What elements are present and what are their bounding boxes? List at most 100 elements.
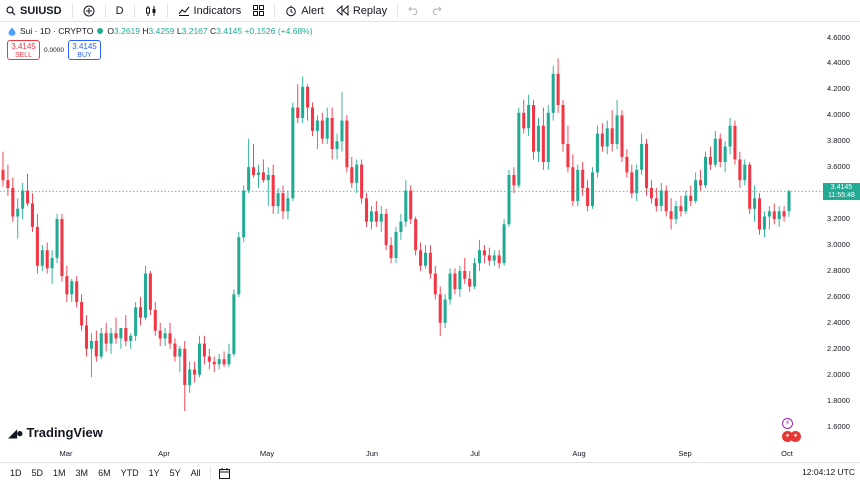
candle-body	[301, 86, 305, 118]
candle-body	[394, 232, 398, 258]
range-button-5y[interactable]: 5Y	[169, 468, 181, 478]
candle	[664, 185, 668, 217]
candle-body	[129, 335, 133, 341]
last-price-label: 3.4145 11:55:48	[823, 183, 860, 201]
time-axis[interactable]: Mar Apr May Jun Jul Aug Sep Oct	[0, 446, 823, 462]
symbol-search[interactable]: SUIUSD	[0, 0, 68, 22]
lightning-event-icon[interactable]: ⚡	[782, 418, 793, 429]
range-button-all[interactable]: All	[190, 468, 201, 478]
candle	[75, 276, 79, 308]
candle	[188, 361, 192, 393]
candle-body	[522, 112, 526, 129]
candle	[84, 315, 89, 357]
candle-body	[99, 333, 103, 357]
candle	[522, 99, 526, 134]
price-tick: 3.6000	[827, 162, 850, 172]
candle-body	[669, 211, 673, 220]
candle-body	[232, 294, 236, 354]
us-flag-event-icon[interactable]: ●	[782, 431, 793, 442]
range-button-1d[interactable]: 1D	[10, 468, 22, 478]
range-button-5d[interactable]: 5D	[31, 468, 44, 478]
alert-button[interactable]: Alert	[279, 0, 330, 22]
candle-body	[242, 190, 246, 238]
candle	[291, 102, 295, 201]
candle-body	[340, 120, 344, 142]
undo-button[interactable]	[402, 0, 425, 22]
candle	[718, 133, 722, 168]
calendar-icon[interactable]	[218, 467, 230, 479]
candle	[148, 270, 152, 316]
candle-body	[640, 143, 644, 170]
candle	[197, 335, 202, 378]
candle	[620, 110, 624, 163]
candle-body	[556, 73, 560, 105]
utc-clock[interactable]: 12:04:12 UTC	[802, 467, 855, 477]
candle	[409, 185, 413, 225]
candle-body	[635, 169, 639, 194]
candle-body	[414, 219, 418, 251]
candle-body	[433, 273, 437, 295]
candle-body	[384, 213, 388, 246]
candle	[748, 162, 752, 214]
price-chart[interactable]	[0, 22, 823, 446]
interval-button[interactable]: D	[110, 0, 130, 22]
candle	[399, 213, 403, 240]
candle	[11, 177, 15, 222]
buy-label: BUY	[77, 52, 92, 59]
candle-body	[75, 281, 79, 303]
candle	[566, 125, 570, 173]
candle-body	[389, 245, 393, 258]
candle-body	[335, 141, 339, 150]
candle-body	[551, 73, 555, 113]
candle	[517, 107, 521, 188]
us-flag-event-icon[interactable]: ●	[790, 431, 801, 442]
price-axis[interactable]: 1.6000 1.8000 2.0000 2.2000 2.4000 2.6000 2.80…	[823, 22, 860, 462]
candle	[684, 190, 688, 214]
candle	[551, 66, 555, 121]
range-button-6m[interactable]: 6M	[98, 468, 111, 478]
candle-body	[148, 273, 152, 310]
range-button-1y[interactable]: 1Y	[148, 468, 160, 478]
candle-body	[738, 159, 742, 181]
compare-symbol-button[interactable]	[77, 0, 101, 22]
candle	[590, 167, 595, 209]
layouts-button[interactable]	[247, 0, 270, 22]
candle	[119, 328, 123, 349]
candle	[630, 164, 634, 199]
range-button-1m[interactable]: 1M	[53, 468, 66, 478]
redo-button[interactable]	[425, 0, 448, 22]
bar-countdown: 11:55:48	[828, 192, 855, 200]
candle-body	[320, 120, 324, 139]
buy-button[interactable]: 3.4145 BUY	[68, 40, 101, 60]
candle-body	[679, 206, 683, 212]
candle-body	[325, 117, 329, 139]
candle	[301, 76, 305, 124]
ohlc-values: O3.2619 H3.4259 L3.2167 C3.4145 +0.1526 …	[107, 26, 313, 36]
candle-body	[772, 211, 776, 220]
candle-body	[315, 120, 319, 131]
range-button-3m[interactable]: 3M	[75, 468, 89, 478]
candle-body	[610, 128, 614, 144]
candle-body	[419, 250, 423, 266]
candle	[532, 99, 536, 160]
candle-body	[104, 333, 108, 344]
candle	[733, 120, 737, 165]
indicators-label: Indicators	[193, 4, 242, 17]
range-button-ytd[interactable]: YTD	[120, 468, 139, 478]
candle	[355, 159, 359, 194]
replay-icon	[336, 5, 349, 16]
candle-body	[26, 190, 30, 204]
candle-body	[21, 190, 25, 209]
sell-button[interactable]: 3.4145 SELL	[7, 40, 40, 60]
redo-icon	[432, 6, 442, 15]
candle-body	[369, 211, 373, 222]
candle	[708, 146, 712, 170]
candle	[94, 330, 98, 362]
candle-body	[546, 112, 550, 163]
candle	[487, 247, 491, 266]
candle-body	[708, 156, 712, 165]
indicators-button[interactable]: Indicators	[172, 0, 248, 22]
candle-body	[443, 299, 447, 323]
chart-type-button[interactable]	[139, 0, 163, 22]
replay-button[interactable]: Replay	[330, 0, 393, 22]
